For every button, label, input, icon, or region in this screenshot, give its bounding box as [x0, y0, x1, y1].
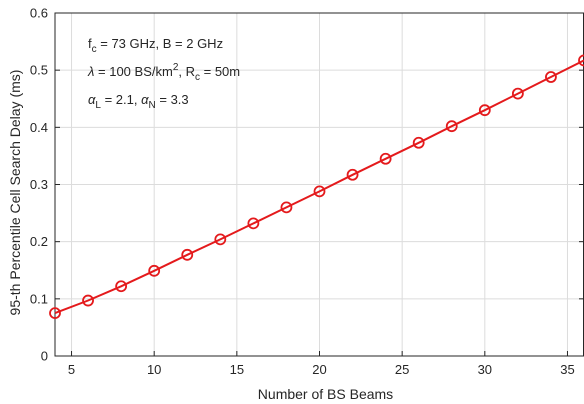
y-axis-label: 95-th Percentile Cell Search Delay (ms)	[7, 70, 23, 316]
x-tick-label: 25	[395, 362, 409, 377]
x-tick-label: 20	[312, 362, 326, 377]
y-tick-label: 0.6	[30, 6, 48, 21]
data-point	[181, 248, 194, 261]
data-point	[82, 294, 94, 307]
x-tick-label: 5	[68, 362, 75, 377]
x-tick-label: 10	[147, 362, 161, 377]
data-point	[545, 71, 557, 83]
y-tick-label: 0	[41, 349, 48, 364]
x-tick-label: 30	[478, 362, 492, 377]
data-point	[346, 168, 359, 181]
annotation-line-2: λ = 100 BS/km2, Rc = 50m	[87, 62, 240, 83]
data-point	[578, 54, 584, 67]
x-tick-label: 35	[560, 362, 574, 377]
series-line	[54, 59, 584, 315]
data-point	[148, 264, 161, 277]
series-layer	[49, 54, 584, 320]
y-tick-label: 0.4	[30, 120, 48, 135]
annotation-box: fc = 73 GHz, B = 2 GHz λ = 100 BS/km2, R…	[87, 36, 240, 111]
data-point	[379, 152, 392, 165]
data-point	[280, 201, 293, 214]
data-point	[214, 233, 227, 246]
data-point	[247, 217, 260, 230]
y-tick-label: 0.5	[30, 63, 48, 78]
data-point	[478, 104, 491, 117]
y-tick-label: 0.2	[30, 234, 48, 249]
axis-ticks: 5 10 15 20 25 30 35 0 0.1 0.2 0.3 0.4 0.5 0.6	[30, 6, 584, 377]
data-point	[115, 280, 128, 293]
data-point	[445, 120, 458, 133]
x-tick-label: 15	[230, 362, 244, 377]
annotation-line-1: fc = 73 GHz, B = 2 GHz	[88, 36, 223, 55]
y-tick-label: 0.3	[30, 177, 48, 192]
y-tick-label: 0.1	[30, 291, 48, 306]
data-point	[49, 307, 61, 320]
x-axis-label: Number of BS Beams	[258, 386, 393, 402]
data-point	[313, 185, 326, 198]
data-point	[412, 136, 425, 149]
data-point	[511, 87, 524, 100]
annotation-line-3: αL = 2.1, αN = 3.3	[88, 92, 189, 111]
